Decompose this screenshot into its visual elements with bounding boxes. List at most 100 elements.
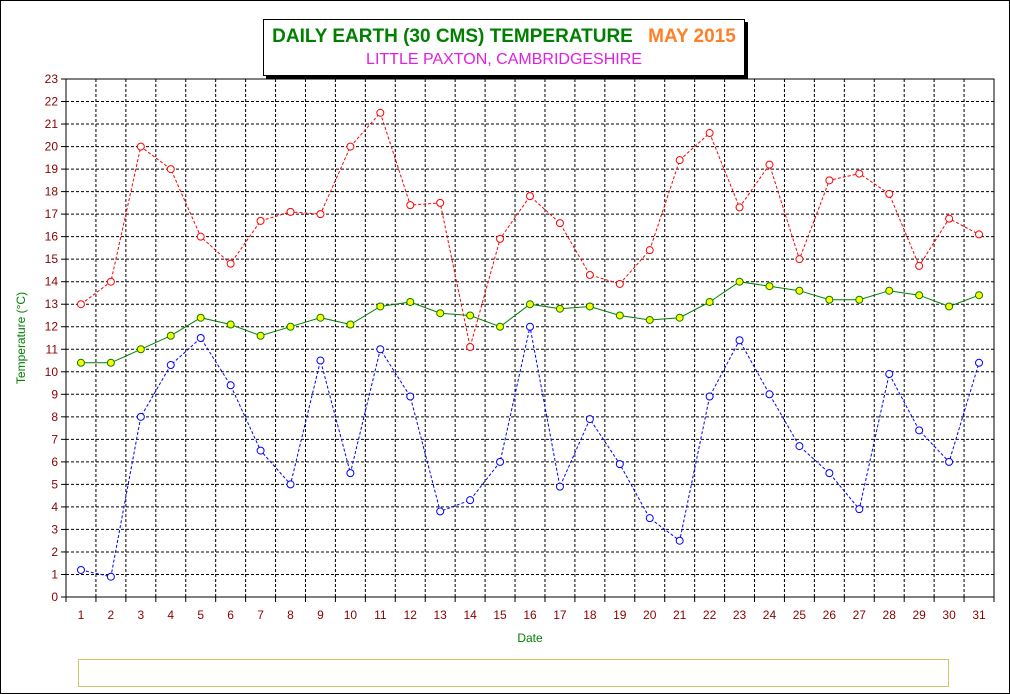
series-0-point	[406, 297, 415, 306]
x-tick-label: 2	[108, 608, 115, 622]
series-2-point	[765, 390, 774, 399]
x-tick-label: 8	[287, 608, 294, 622]
series-0-point	[226, 320, 235, 329]
chart-title-line: DAILY EARTH (30 CMS) TEMPERATURE MAY 201…	[264, 26, 744, 48]
x-tick-label: 14	[463, 608, 477, 622]
x-tick-label: 29	[912, 608, 926, 622]
series-0-point	[466, 311, 475, 320]
x-tick-label: 16	[523, 608, 537, 622]
x-tick-label: 25	[793, 608, 807, 622]
series-2-point	[526, 322, 534, 331]
series-2-point	[705, 392, 714, 401]
series-0-point	[166, 331, 175, 340]
series-0-point	[825, 295, 834, 304]
series-0-point	[376, 302, 385, 311]
series-1-point	[825, 176, 834, 185]
series-1-point	[945, 214, 954, 223]
series-1-point	[346, 142, 355, 151]
series-2-point	[645, 514, 654, 523]
series-1-point	[675, 156, 684, 165]
series-0-point	[795, 286, 804, 295]
x-tick-label: 9	[317, 608, 324, 622]
y-tick-label: 15	[45, 252, 59, 266]
y-tick-label: 3	[51, 522, 58, 536]
y-tick-label: 20	[45, 140, 59, 154]
series-2-point	[316, 356, 325, 365]
series-0-point	[106, 358, 115, 367]
series-1-point	[705, 129, 714, 138]
x-tick-label: 1	[78, 608, 85, 622]
series-1-point	[436, 198, 445, 207]
series-0-point	[765, 282, 774, 291]
y-tick-label: 12	[45, 320, 59, 334]
series-0-point	[645, 315, 654, 324]
y-tick-label: 21	[45, 117, 59, 131]
series-2-point	[915, 426, 924, 435]
series-1-point	[855, 169, 864, 178]
x-tick-label: 20	[643, 608, 657, 622]
series-2-point	[166, 361, 175, 370]
x-tick-label: 15	[493, 608, 507, 622]
series-1-point	[376, 108, 385, 117]
series-1-point	[466, 343, 475, 352]
series-2-point	[76, 565, 85, 574]
x-tick-label: 22	[703, 608, 717, 622]
y-tick-label: 8	[51, 410, 58, 424]
series-1-point	[106, 277, 115, 286]
series-2-point	[945, 457, 954, 466]
series-0-point	[496, 322, 505, 331]
x-tick-label: 3	[137, 608, 144, 622]
series-2-point	[795, 442, 804, 451]
legend	[78, 659, 949, 687]
y-tick-label: 17	[45, 207, 59, 221]
series-2-point	[436, 507, 445, 516]
series-2-point	[555, 482, 564, 491]
series-0-point	[286, 322, 295, 331]
plot-area	[65, 78, 995, 598]
y-tick-label: 5	[51, 477, 58, 491]
series-2-point	[855, 505, 864, 514]
x-tick-label: 13	[434, 608, 448, 622]
series-0-point	[885, 286, 894, 295]
series-0-point	[526, 300, 534, 309]
series-0-point	[136, 345, 145, 354]
series-0-point	[735, 277, 744, 286]
series-1-point	[765, 160, 774, 169]
series-2-point	[735, 336, 744, 345]
y-tick-label: 0	[51, 590, 58, 604]
x-tick-label: 7	[257, 608, 264, 622]
series-0-point	[256, 331, 265, 340]
y-tick-label: 22	[45, 95, 59, 109]
x-tick-label: 21	[673, 608, 687, 622]
x-tick-label: 12	[404, 608, 418, 622]
x-tick-label: 11	[374, 608, 387, 622]
series-2-point	[136, 412, 145, 421]
x-tick-label: 30	[942, 608, 956, 622]
y-tick-label: 16	[45, 230, 59, 244]
chart-title-box: DAILY EARTH (30 CMS) TEMPERATURE MAY 201…	[263, 19, 745, 76]
y-tick-label: 13	[45, 297, 59, 311]
y-tick-label: 7	[51, 432, 58, 446]
y-tick-label: 6	[51, 455, 58, 469]
x-tick-label: 4	[167, 608, 174, 622]
series-1-point	[76, 300, 85, 309]
series-1-point	[256, 216, 265, 225]
y-tick-label: 23	[45, 72, 59, 86]
series-0-point	[975, 291, 984, 300]
series-0-point	[436, 309, 445, 318]
x-tick-label: 28	[883, 608, 897, 622]
series-2-point	[286, 480, 295, 489]
series-0-point	[675, 313, 684, 322]
series-0-point	[76, 358, 85, 367]
y-tick-label: 14	[45, 275, 59, 289]
series-2-point	[825, 469, 834, 478]
series-1-point	[226, 259, 235, 268]
series-0-point	[585, 302, 594, 311]
series-1-point	[526, 192, 534, 201]
x-tick-label: 23	[733, 608, 747, 622]
series-2-point	[406, 392, 415, 401]
x-tick-label: 6	[227, 608, 234, 622]
series-0-point	[945, 302, 954, 311]
x-tick-label: 31	[972, 608, 986, 622]
